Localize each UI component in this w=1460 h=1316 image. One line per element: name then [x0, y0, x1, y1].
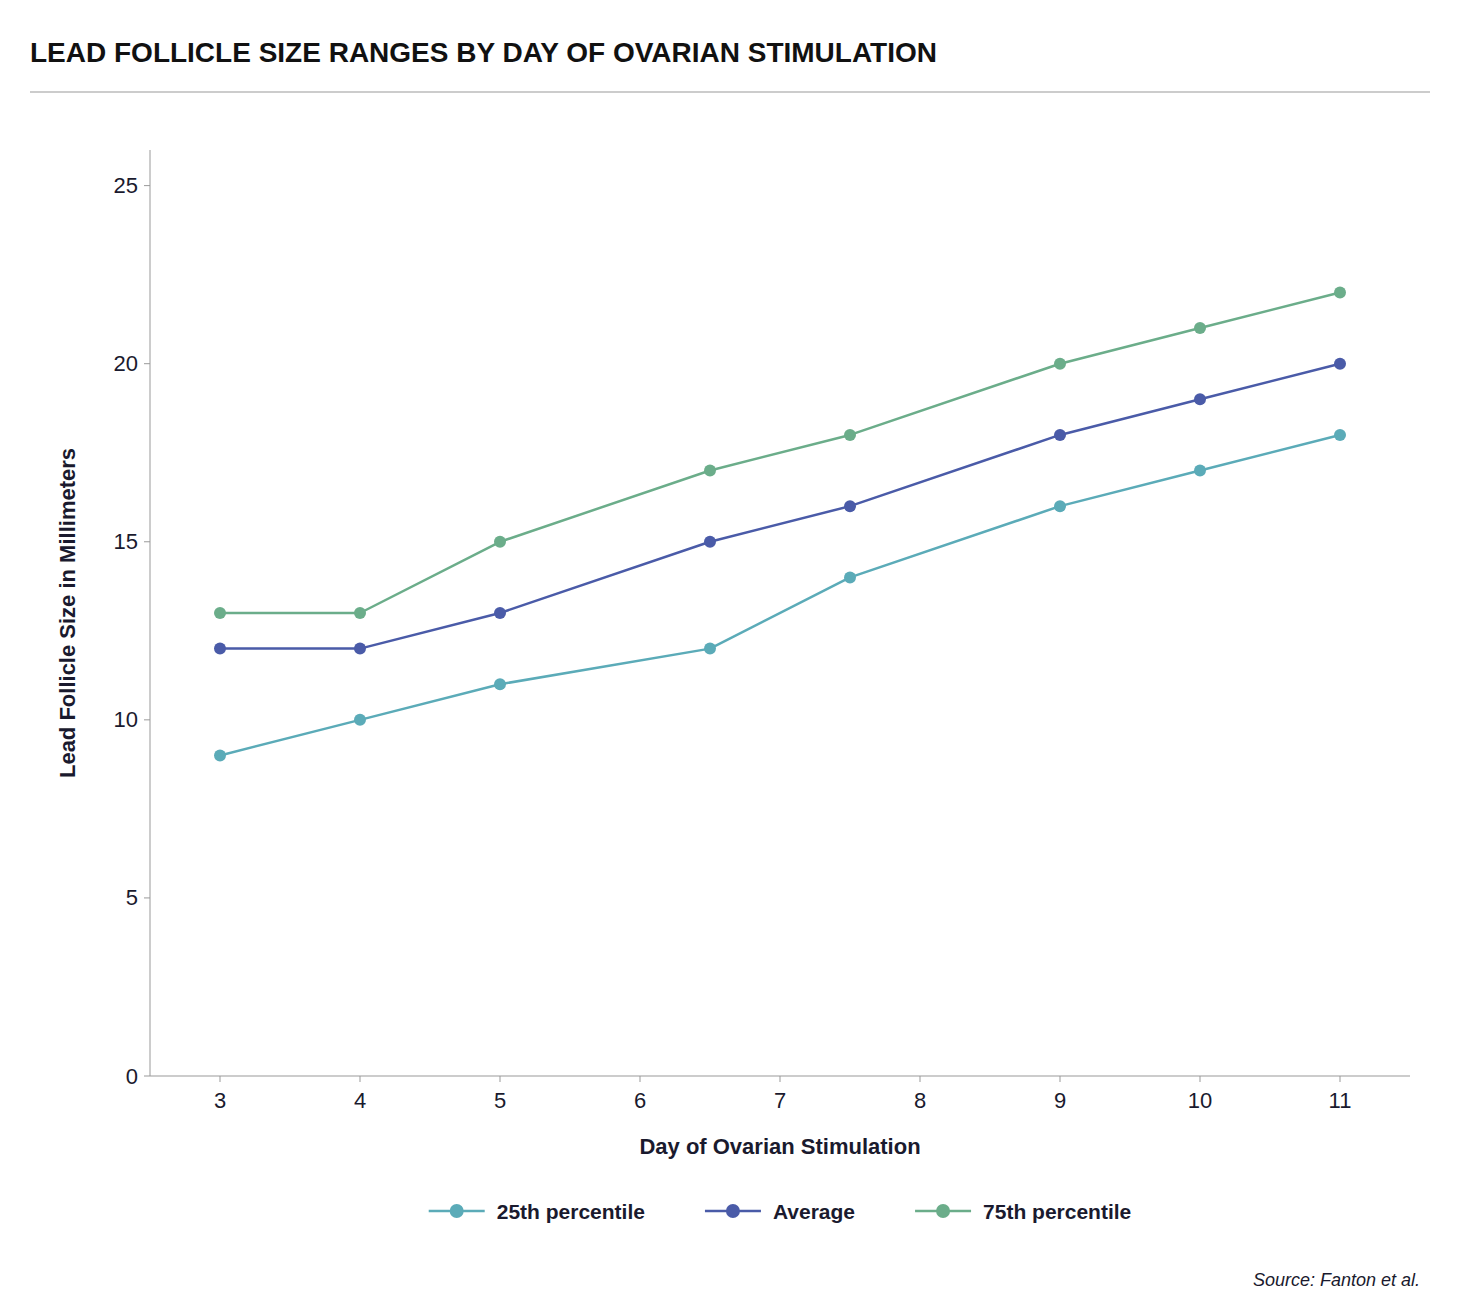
x-tick — [1340, 1076, 1341, 1082]
x-tick — [1200, 1076, 1201, 1082]
y-tick — [144, 185, 150, 186]
series-point — [1054, 429, 1066, 441]
legend-item: Average — [705, 1200, 855, 1223]
legend-label: 25th percentile — [497, 1200, 645, 1223]
series-point — [494, 678, 506, 690]
x-tick-label: 5 — [494, 1088, 506, 1113]
series-point — [354, 643, 366, 655]
legend-item: 25th percentile — [429, 1200, 645, 1223]
x-axis-label: Day of Ovarian Stimulation — [639, 1134, 920, 1159]
y-tick — [144, 541, 150, 542]
y-tick — [144, 897, 150, 898]
series-point — [1054, 500, 1066, 512]
series-point — [1334, 358, 1346, 370]
series-point — [214, 643, 226, 655]
series-point — [1194, 393, 1206, 405]
series-point — [1194, 322, 1206, 334]
series-point — [1334, 429, 1346, 441]
series-point — [1194, 465, 1206, 477]
legend-item: 75th percentile — [915, 1200, 1131, 1223]
x-tick-label: 7 — [774, 1088, 786, 1113]
y-tick-label: 5 — [126, 885, 138, 910]
x-tick — [360, 1076, 361, 1082]
series-point — [844, 429, 856, 441]
series-point — [704, 536, 716, 548]
x-tick-label: 10 — [1188, 1088, 1212, 1113]
background — [0, 0, 1460, 1316]
series-line — [220, 435, 1340, 756]
series-point — [494, 536, 506, 548]
legend-swatch-marker — [936, 1204, 950, 1218]
x-tick — [920, 1076, 921, 1082]
x-tick-label: 11 — [1329, 1088, 1352, 1113]
title-separator — [30, 92, 1430, 93]
plot-data — [214, 286, 1346, 761]
series-point — [494, 607, 506, 619]
x-tick — [640, 1076, 641, 1082]
legend-label: 75th percentile — [983, 1200, 1131, 1223]
series-point — [704, 643, 716, 655]
y-tick-label: 25 — [114, 173, 138, 198]
series-line — [220, 292, 1340, 613]
x-tick-label: 8 — [914, 1088, 926, 1113]
series-point — [214, 607, 226, 619]
legend-swatch-marker — [450, 1204, 464, 1218]
legend-swatch-marker — [726, 1204, 740, 1218]
y-tick-label: 10 — [114, 707, 138, 732]
series-point — [704, 465, 716, 477]
y-axis-line — [150, 150, 151, 1076]
x-tick — [220, 1076, 221, 1082]
y-tick-label: 0 — [126, 1064, 138, 1089]
x-tick — [500, 1076, 501, 1082]
y-tick — [144, 1076, 150, 1077]
x-tick-label: 3 — [214, 1088, 226, 1113]
legend-label: Average — [773, 1200, 855, 1223]
x-tick — [780, 1076, 781, 1082]
y-tick-label: 20 — [114, 351, 138, 376]
y-tick — [144, 719, 150, 720]
x-tick — [1060, 1076, 1061, 1082]
y-tick-label: 15 — [114, 529, 138, 554]
series-point — [214, 749, 226, 761]
series-point — [1334, 286, 1346, 298]
source: Source: Fanton et al. — [1253, 1270, 1420, 1290]
series-point — [354, 607, 366, 619]
title: LEAD FOLLICLE SIZE RANGES BY DAY OF OVAR… — [30, 37, 937, 68]
series-point — [354, 714, 366, 726]
series-point — [844, 500, 856, 512]
chart: LEAD FOLLICLE SIZE RANGES BY DAY OF OVAR… — [0, 0, 1460, 1316]
y-axis-label: Lead Follicle Size in Millimeters — [55, 448, 80, 778]
y-tick — [144, 363, 150, 364]
x-tick-label: 4 — [354, 1088, 366, 1113]
x-tick-label: 9 — [1054, 1088, 1066, 1113]
series-point — [1054, 358, 1066, 370]
series-line — [220, 364, 1340, 649]
series-point — [844, 571, 856, 583]
legend: 25th percentile Average 75th percentile — [429, 1200, 1132, 1223]
x-tick-label: 6 — [634, 1088, 646, 1113]
